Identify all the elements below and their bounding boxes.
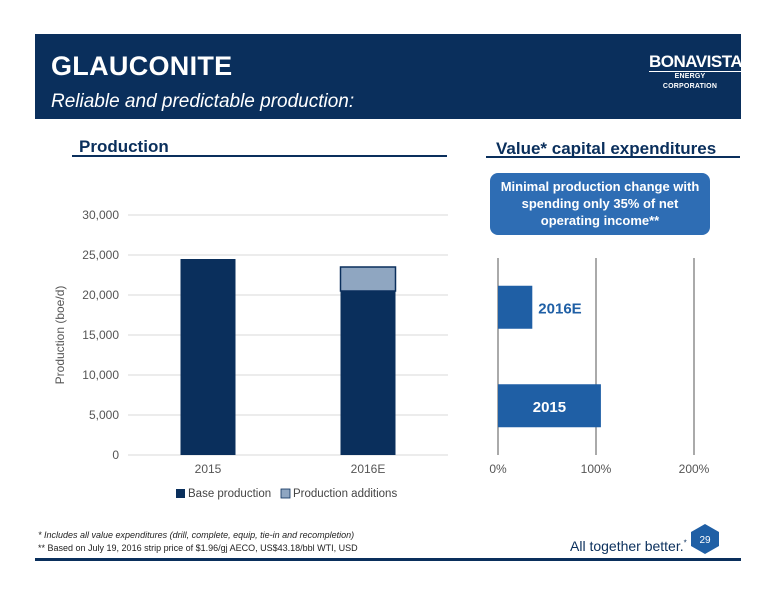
bar-production-additions-2016e [339, 266, 397, 292]
callout-box: Minimal production change with spending … [490, 173, 710, 235]
bar-base-production-2015 [180, 259, 236, 455]
page-subtitle: Reliable and predictable production: [51, 91, 355, 112]
legend-swatch-base [176, 489, 185, 498]
header-banner: GLAUCONITE Reliable and predictable prod… [35, 34, 743, 119]
y-tick-label: 20,000 [82, 288, 119, 302]
tagline-text: All together better. [570, 538, 684, 554]
footnote-2: ** Based on July 19, 2016 strip price of… [38, 543, 358, 553]
y-tick-label: 25,000 [82, 248, 119, 262]
bar-base-production-2016e [340, 291, 396, 455]
tagline: All together better.* [570, 538, 687, 554]
callout-line-3: operating income** [540, 213, 660, 228]
logo-sub-text: ENERGY CORPORATION [662, 73, 718, 90]
company-logo: BONAVISTA ENERGY CORPORATION [649, 52, 743, 90]
bottom-rule [35, 558, 741, 561]
y-tick-label: 0 [112, 448, 119, 462]
footnote-1: * Includes all value expenditures (drill… [38, 530, 355, 540]
page-title: GLAUCONITE [51, 51, 233, 81]
x-tick-label: 2015 [195, 462, 222, 476]
callout-line-2: spending only 35% of net [521, 196, 679, 211]
logo-main-text: BONAVISTA [649, 52, 743, 72]
page-number-badge: 29 [691, 524, 719, 554]
y-tick-label: 15,000 [82, 328, 119, 342]
y-tick-label: 30,000 [82, 208, 119, 222]
callout-line-1: Minimal production change with [500, 179, 700, 194]
x-tick-label: 2016E [351, 462, 386, 476]
y-axis-label: Production (boe/d) [53, 286, 67, 385]
section-title-capex: Value* capital expenditures [496, 139, 717, 158]
section-underline-capex [486, 156, 740, 158]
page-number: 29 [699, 535, 711, 546]
section-title-production: Production [79, 137, 169, 156]
y-tick-label: 5,000 [89, 408, 119, 422]
tagline-mark: * [683, 538, 687, 548]
chart-legend: Base production Production additions [176, 488, 397, 500]
legend-label-additions: Production additions [293, 488, 397, 500]
legend-label-base: Base production [188, 488, 271, 500]
y-tick-label: 10,000 [82, 368, 119, 382]
legend-swatch-additions [280, 488, 291, 499]
section-underline-production [72, 155, 447, 157]
